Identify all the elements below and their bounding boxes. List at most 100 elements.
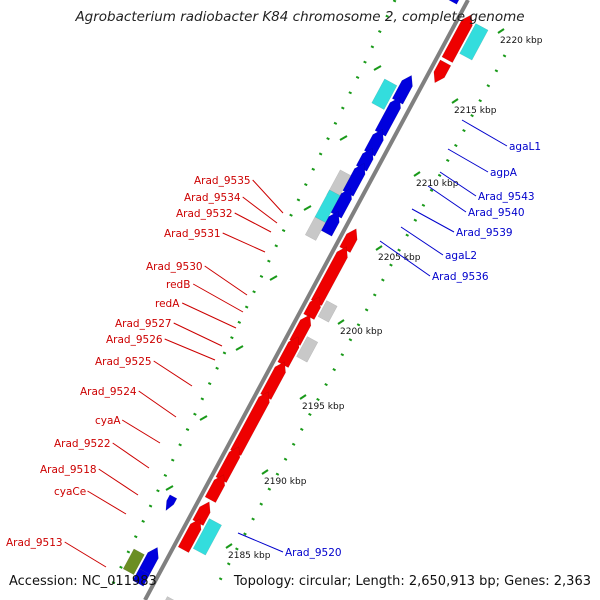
gene-label: Arad_9530 — [146, 261, 203, 273]
tick-label: 2190 kbp — [264, 477, 307, 487]
gene-label-leader — [427, 185, 467, 213]
ruler-left-dots — [108, 0, 397, 591]
tick-mark — [269, 275, 278, 281]
tick-mark — [373, 65, 382, 71]
tick-mark — [451, 98, 459, 104]
gene-label-leader — [181, 302, 237, 329]
gene-label-leader — [222, 232, 266, 253]
tick-label: 2200 kbp — [340, 327, 383, 337]
gene-other — [165, 596, 175, 600]
gene-forward — [339, 228, 358, 253]
accession-text: Accession: NC_011983 — [9, 574, 157, 589]
tick-mark — [413, 171, 421, 177]
gene-forward — [192, 501, 211, 526]
tick-mark — [261, 469, 269, 475]
gene-label: Arad_9539 — [456, 227, 513, 239]
tick-mark — [337, 319, 345, 325]
gene-label: Arad_9534 — [184, 192, 241, 204]
gene-reverse — [342, 162, 366, 197]
tick-mark — [375, 245, 383, 251]
gene-other — [304, 216, 326, 241]
gene-rna — [192, 518, 222, 556]
gene-label: Arad_9526 — [106, 334, 163, 346]
gene-label-leader — [173, 322, 223, 347]
gene-forward — [177, 518, 202, 553]
gene-label: Arad_9524 — [80, 386, 137, 398]
gene-label-leader — [234, 212, 272, 233]
gene-label: Arad_9536 — [432, 271, 489, 283]
gene-label-leader — [439, 171, 477, 197]
tick-mark — [497, 28, 505, 34]
tick-mark — [165, 485, 174, 491]
tick-label: 2210 kbp — [416, 179, 459, 189]
gene-forward — [277, 336, 300, 368]
gene-label: agaL1 — [509, 141, 541, 153]
gene-forward — [441, 14, 473, 63]
gene-label-leader — [447, 148, 489, 173]
gene-forward — [303, 296, 321, 320]
gene-reverse — [165, 494, 178, 512]
gene-forward — [215, 446, 241, 483]
gene-label-leader — [204, 265, 248, 296]
gene-label: Arad_9527 — [115, 318, 172, 330]
gene-other — [317, 300, 338, 323]
gene-label-leader — [112, 442, 150, 469]
gene-reverse — [132, 568, 151, 587]
gene-label: Arad_9532 — [176, 208, 233, 220]
tick-mark — [303, 205, 312, 211]
gene-label-leader — [379, 240, 431, 277]
gene-label: agaL2 — [445, 250, 477, 262]
gene-label-leader — [400, 226, 444, 256]
gene-reverse — [448, 0, 460, 5]
gene-label-leader — [98, 468, 139, 496]
gene-rna — [459, 23, 489, 61]
gene-rna — [314, 189, 341, 223]
tick-mark — [235, 345, 244, 351]
gene-label: agpA — [490, 167, 518, 179]
tick-mark — [339, 135, 348, 141]
gene-forward — [204, 474, 226, 503]
topology-text: Topology: circular; Length: 2,650,913 bp… — [233, 574, 591, 589]
gene-label: redB — [166, 279, 190, 291]
gene-label-leader — [153, 360, 193, 387]
gene-label-leader — [64, 541, 107, 568]
gene-reverse — [391, 74, 413, 105]
gene-label: Arad_9513 — [6, 537, 63, 549]
gene-label-leader — [138, 390, 177, 418]
gene-label-leader — [192, 283, 244, 313]
gene-label-leader — [252, 179, 284, 214]
gene-label-leader — [87, 490, 127, 515]
tick-label: 2205 kbp — [378, 253, 421, 263]
ruler-right-dots — [218, 54, 507, 581]
gene-label: Arad_9520 — [285, 547, 342, 559]
map-title: Agrobacterium radiobacter K84 chromosome… — [75, 9, 525, 25]
gene-rna — [371, 78, 398, 110]
gene-label: Arad_9535 — [194, 175, 251, 187]
gene-reverse — [138, 546, 159, 575]
gene-label-leader — [461, 119, 508, 147]
gene-reverse — [374, 96, 401, 137]
gene-label: cyaA — [95, 415, 121, 427]
gene-label-leader — [121, 419, 161, 444]
gene-label: redA — [155, 298, 180, 310]
gene-label-leader — [242, 196, 278, 224]
gene-label-leader — [237, 532, 284, 553]
tick-label: 2215 kbp — [454, 106, 497, 116]
tick-label: 2195 kbp — [302, 402, 345, 412]
gene-forward — [230, 391, 270, 456]
gene-reverse — [363, 128, 384, 157]
tick-label: 2220 kbp — [500, 36, 543, 46]
tick-mark — [299, 394, 307, 400]
gene-forward — [310, 246, 348, 306]
gene-label: Arad_9540 — [468, 207, 525, 219]
gene-label-leader — [411, 208, 455, 233]
tick-label: 2185 kbp — [228, 551, 271, 561]
gene-forward — [260, 361, 286, 400]
gene-other — [296, 336, 319, 363]
gene-label: Arad_9525 — [95, 356, 152, 368]
gene-label: Arad_9518 — [40, 464, 97, 476]
tick-mark — [199, 415, 208, 421]
tick-mark — [225, 543, 233, 549]
